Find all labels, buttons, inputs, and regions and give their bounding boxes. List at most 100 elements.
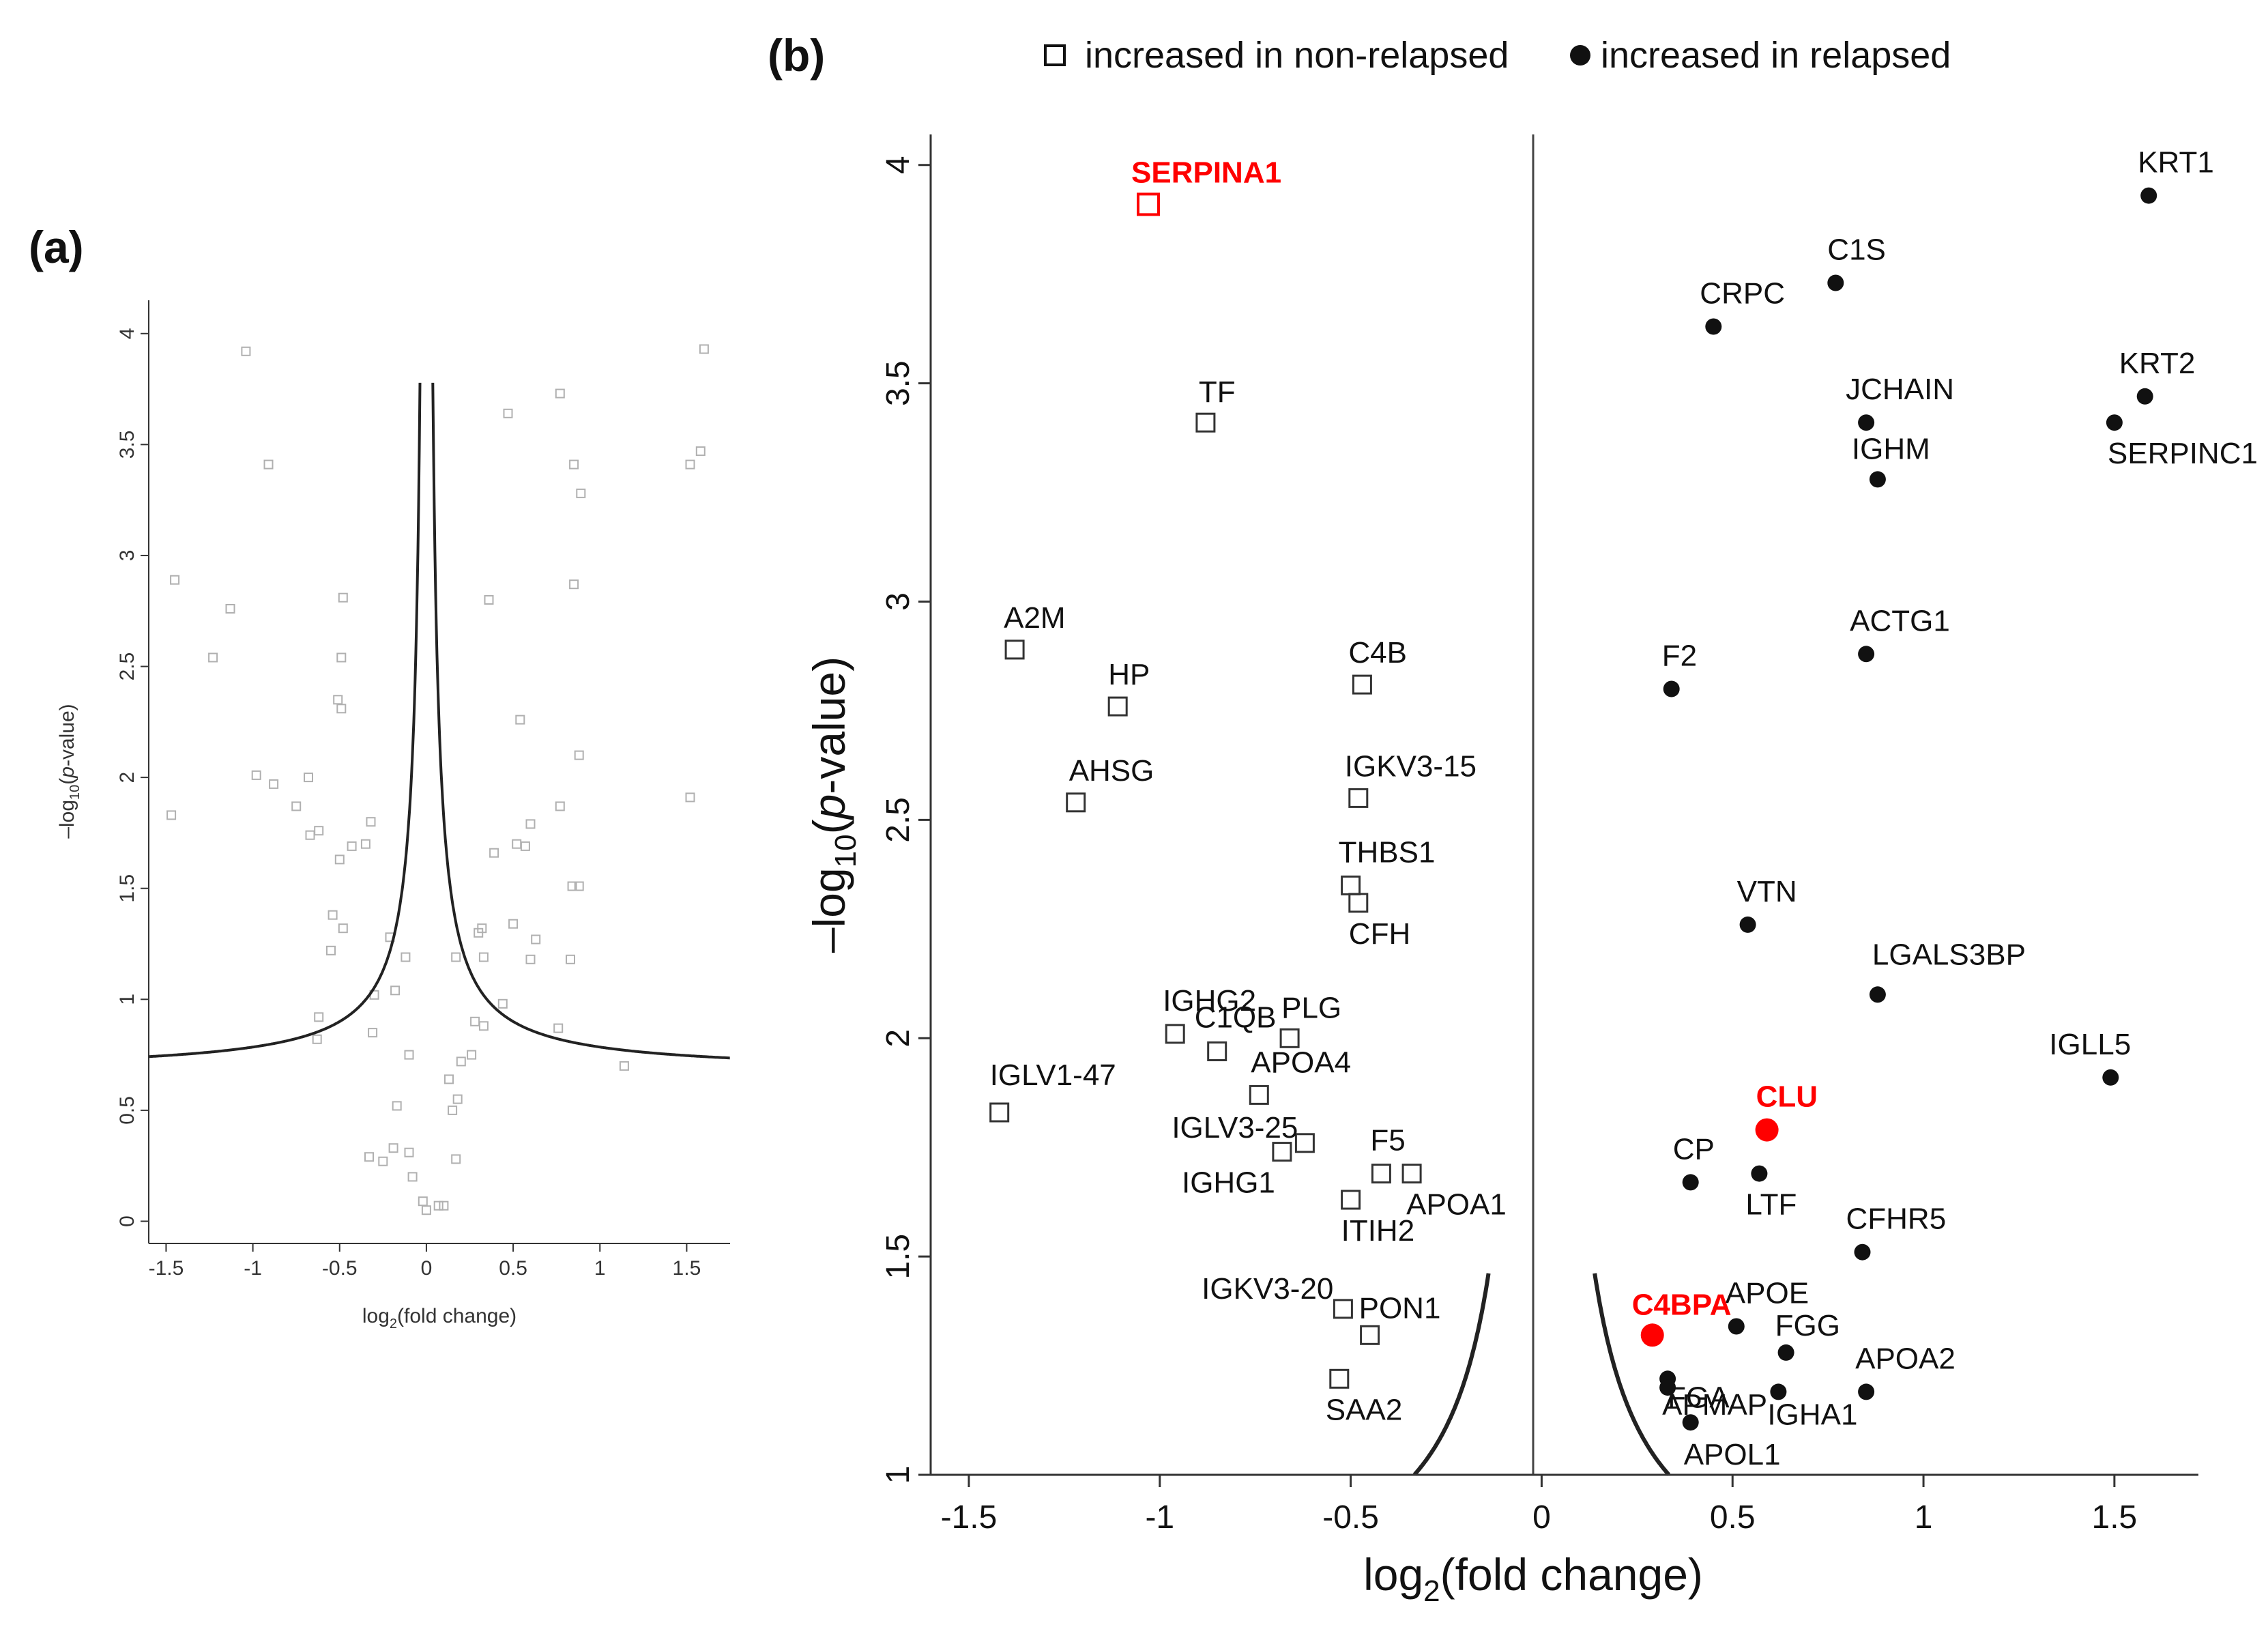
point-label-apoa1: APOA1: [1406, 1188, 1507, 1222]
point-apoa2: [1858, 1383, 1875, 1400]
panel-a-y-tick-label: 3.5: [116, 431, 139, 459]
panel-a-point: [531, 934, 541, 945]
point-label-iglv1-47: IGLV1-47: [990, 1059, 1116, 1092]
panel-a-point: [421, 1205, 431, 1215]
point-label-crpc: CRPC: [1700, 277, 1785, 311]
panel-a-point: [166, 810, 177, 820]
panel-a-point: [555, 388, 565, 399]
panel-a-x-axis-label: log2(fold change): [362, 1305, 517, 1331]
point-hp: [1107, 696, 1128, 717]
point-iglv1-47: [989, 1102, 1010, 1123]
point-c4bpa: [1640, 1323, 1664, 1347]
panel-a-point: [336, 704, 347, 714]
panel-a-point: [525, 819, 536, 829]
panel-b-x-tick-label: -1: [1145, 1499, 1174, 1536]
panel-a-point: [360, 839, 370, 849]
point-label-c4b: C4B: [1348, 636, 1407, 669]
panel-a-point: [347, 841, 357, 851]
legend-filled-circle-marker: [1570, 45, 1590, 66]
point-label-apoe: APOE: [1726, 1277, 1809, 1310]
point-label-itih2: ITIH2: [1341, 1214, 1415, 1248]
point-label-apol1: APOL1: [1684, 1438, 1781, 1471]
panel-a-point: [433, 1200, 444, 1211]
panel-a-y-ticks: 0 0.5 1 1.5 2 2.5 3 3.5 4: [116, 328, 149, 1227]
panel-a-point: [566, 954, 575, 964]
point-label-actg1: ACTG1: [1850, 604, 1950, 637]
panel-b-points: SERPINA1 TF A2M HP AHSG C4B IGKV3-15 THBS1 CFH IG…: [989, 146, 2258, 1471]
panel-a-point: [451, 1154, 461, 1164]
point-iglv3-25: [1294, 1133, 1315, 1153]
point-cfhr5: [1854, 1243, 1871, 1261]
panel-a-point: [497, 998, 508, 1009]
panel-a-point: [338, 923, 348, 934]
panel-a-point: [448, 1105, 458, 1115]
panel-b-ylabel-rest: -value): [804, 657, 854, 794]
panel-b-ylabel-open: (: [804, 819, 854, 834]
point-apoa1: [1401, 1164, 1422, 1184]
panel-a-y-tick-label: 3: [116, 550, 139, 562]
point-label-serpinc1: SERPINC1: [2108, 437, 2258, 470]
point-igll5: [2102, 1069, 2119, 1086]
panel-b-threshold-curve-left: [1412, 1273, 1491, 1476]
point-igha1: [1770, 1383, 1787, 1400]
panel-a-point: [208, 652, 218, 663]
point-label-cfh: CFH: [1349, 917, 1410, 951]
legend-nonrelapsed-label: increased in non-relapsed: [1085, 35, 1509, 76]
point-label-c1qb: C1QB: [1195, 1001, 1277, 1035]
point-label-serpina1: SERPINA1: [1131, 156, 1281, 189]
point-label-lgals3bp: LGALS3BP: [1872, 938, 2026, 971]
point-label-f2: F2: [1662, 639, 1697, 673]
panel-b-y-tick-label: 1: [880, 1466, 916, 1484]
panel-a-point: [241, 346, 251, 356]
point-itih2: [1341, 1190, 1361, 1210]
point-c4b: [1352, 674, 1372, 695]
point-label-pon1: PON1: [1359, 1291, 1441, 1325]
panel-a-point: [451, 952, 461, 962]
panel-a-point: [388, 1143, 398, 1153]
point-label-apoa4: APOA4: [1251, 1046, 1351, 1079]
panel-a-x-ticks: -1.5 -1 -0.5 0 0.5 1 1.5: [149, 1243, 701, 1280]
point-label-plg: PLG: [1281, 991, 1341, 1024]
panel-a-point: [478, 952, 489, 962]
point-fgg: [1777, 1344, 1794, 1361]
point-label-fgg: FGG: [1775, 1309, 1840, 1342]
panel-a-y-tick-label: 0: [116, 1215, 139, 1227]
panel-a: -1.5 -1 -0.5 0 0.5 1 1.5 0 0.5 1 1.5 2 2.5 3 3.5 4 log…: [56, 300, 730, 1331]
point-pon1: [1360, 1325, 1380, 1345]
point-label-ighg2: IGHG2: [1163, 984, 1256, 1018]
panel-b-xlabel-sub: 2: [1423, 1574, 1440, 1608]
point-vtn: [1739, 916, 1756, 933]
panel-b-y-tick-label: 2: [880, 1029, 916, 1048]
panel-a-point: [555, 801, 565, 811]
panel-a-xlabel-base: log: [362, 1305, 390, 1327]
point-label-igll5: IGLL5: [2049, 1028, 2131, 1061]
panel-b-y-axis-label: –log10(p-value): [804, 657, 862, 953]
point-crpc: [1705, 318, 1722, 335]
point-serpina1: [1137, 192, 1160, 216]
panel-a-xlabel-rest: (fold change): [397, 1305, 517, 1327]
point-lgals3bp: [1869, 986, 1886, 1003]
point-label-krt2: KRT2: [2119, 347, 2196, 380]
panel-a-y-tick-label: 1.5: [116, 874, 139, 903]
point-label-vtn: VTN: [1737, 875, 1797, 908]
panel-a-point: [334, 854, 345, 865]
panel-a-point: [567, 881, 577, 891]
point-c1s: [1827, 274, 1844, 291]
point-label-cfhr5: CFHR5: [1846, 1203, 1947, 1236]
panel-a-point: [251, 770, 261, 780]
panel-a-point: [574, 881, 584, 891]
panel-a-x-tick-label: -1.5: [149, 1257, 184, 1280]
panel-b-ylabel-sub: 10: [829, 834, 862, 867]
point-thbs1: [1341, 875, 1361, 895]
point-cfh: [1348, 893, 1369, 913]
panel-a-point: [225, 604, 235, 614]
panel-b-x-tick-label: 0: [1532, 1499, 1551, 1536]
panel-b-xlabel-base: log: [1363, 1549, 1423, 1600]
point-label-clu: CLU: [1756, 1080, 1818, 1114]
panel-a-threshold-curve: [149, 382, 730, 1060]
point-label-igkv3-15: IGKV3-15: [1345, 749, 1477, 783]
panel-a-y-tick-label: 2: [116, 772, 139, 783]
panel-a-point: [364, 1152, 374, 1162]
point-label-hp: HP: [1108, 658, 1150, 691]
